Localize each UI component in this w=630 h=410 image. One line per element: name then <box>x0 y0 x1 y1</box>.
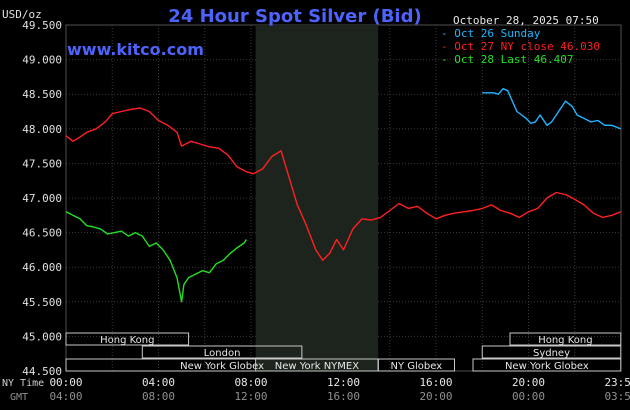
y-tick-label: 46.000 <box>22 261 62 274</box>
gmt-label: GMT <box>10 392 28 403</box>
y-tick-label: 48.000 <box>22 123 62 136</box>
session-box <box>141 345 303 359</box>
x-tick-label-ny: 12:00 <box>327 376 360 389</box>
x-tick-label-ny: 04:00 <box>142 376 175 389</box>
session-label: Hong Kong <box>100 335 154 346</box>
x-tick-label-gmt: 08:00 <box>142 390 175 403</box>
y-tick-label: 44.500 <box>22 365 62 378</box>
session-label: Sydney <box>533 348 570 359</box>
x-tick-label-gmt: 03:59 <box>604 390 630 403</box>
y-tick-labels: 49.500 49.000 48.500 48.000 47.500 47.000 46.5… <box>22 19 62 378</box>
session-label: New York NYMEX <box>275 361 360 372</box>
legend-item-oct26: - Oct 26 Sunday <box>441 27 541 40</box>
y-tick-label: 49.500 <box>22 19 62 32</box>
y-tick-label: 49.000 <box>22 54 62 67</box>
session-box <box>509 332 622 346</box>
session-label: NY Globex <box>391 361 443 372</box>
x-tick-label-gmt: 20:00 <box>419 390 452 403</box>
series-line-0 <box>482 87 622 130</box>
x-tick-label-gmt: 00:00 <box>512 390 545 403</box>
chart-title: 24 Hour Spot Silver (Bid) <box>168 6 421 27</box>
y-tick-label: 45.000 <box>22 330 62 343</box>
session-box <box>472 358 622 372</box>
session-label: London <box>204 348 241 359</box>
y-tick-label: 47.000 <box>22 192 62 205</box>
y-tick-label: 47.500 <box>22 157 62 170</box>
session-label: New York Globex <box>505 361 589 372</box>
x-tick-label-ny: 20:00 <box>512 376 545 389</box>
x-tick-labels: 00:0004:0008:0012:0016:0020:0023:5904:00… <box>49 376 630 403</box>
nymex-band <box>255 25 379 371</box>
x-tick-label-ny: 00:00 <box>49 376 82 389</box>
series-line-2 <box>65 211 247 303</box>
highlight-band <box>255 25 379 371</box>
session-box <box>377 358 455 372</box>
kitco-watermark: www.kitco.com <box>67 40 204 59</box>
legend: - Oct 26 Sunday - Oct 27 NY close 46.030… <box>441 27 600 66</box>
session-label: Hong Kong <box>538 335 592 346</box>
x-tick-label-gmt: 04:00 <box>49 390 82 403</box>
series-line-1 <box>65 107 622 261</box>
ny-time-label: NY Time <box>2 378 44 389</box>
timestamp: October 28, 2025 07:50 <box>453 14 599 27</box>
session-boxes: Hong Kong London New York Globex New York N… <box>65 332 622 372</box>
y-tick-label: 48.500 <box>22 88 62 101</box>
legend-item-oct28: - Oct 28 Last 46.407 <box>441 53 573 66</box>
x-tick-label-gmt: 16:00 <box>327 390 360 403</box>
y-tick-label: 46.500 <box>22 227 62 240</box>
x-tick-label-ny: 23:59 <box>604 376 630 389</box>
y-unit-label: USD/oz <box>2 8 42 21</box>
series-lines <box>65 87 622 303</box>
y-tick-label: 45.500 <box>22 296 62 309</box>
legend-item-oct27: - Oct 27 NY close 46.030 <box>441 40 600 53</box>
x-tick-label-ny: 16:00 <box>419 376 452 389</box>
x-tick-label-gmt: 12:00 <box>234 390 267 403</box>
session-box <box>481 345 622 359</box>
session-box <box>65 332 190 346</box>
session-label: New York Globex <box>180 361 264 372</box>
x-tick-label-ny: 08:00 <box>234 376 267 389</box>
